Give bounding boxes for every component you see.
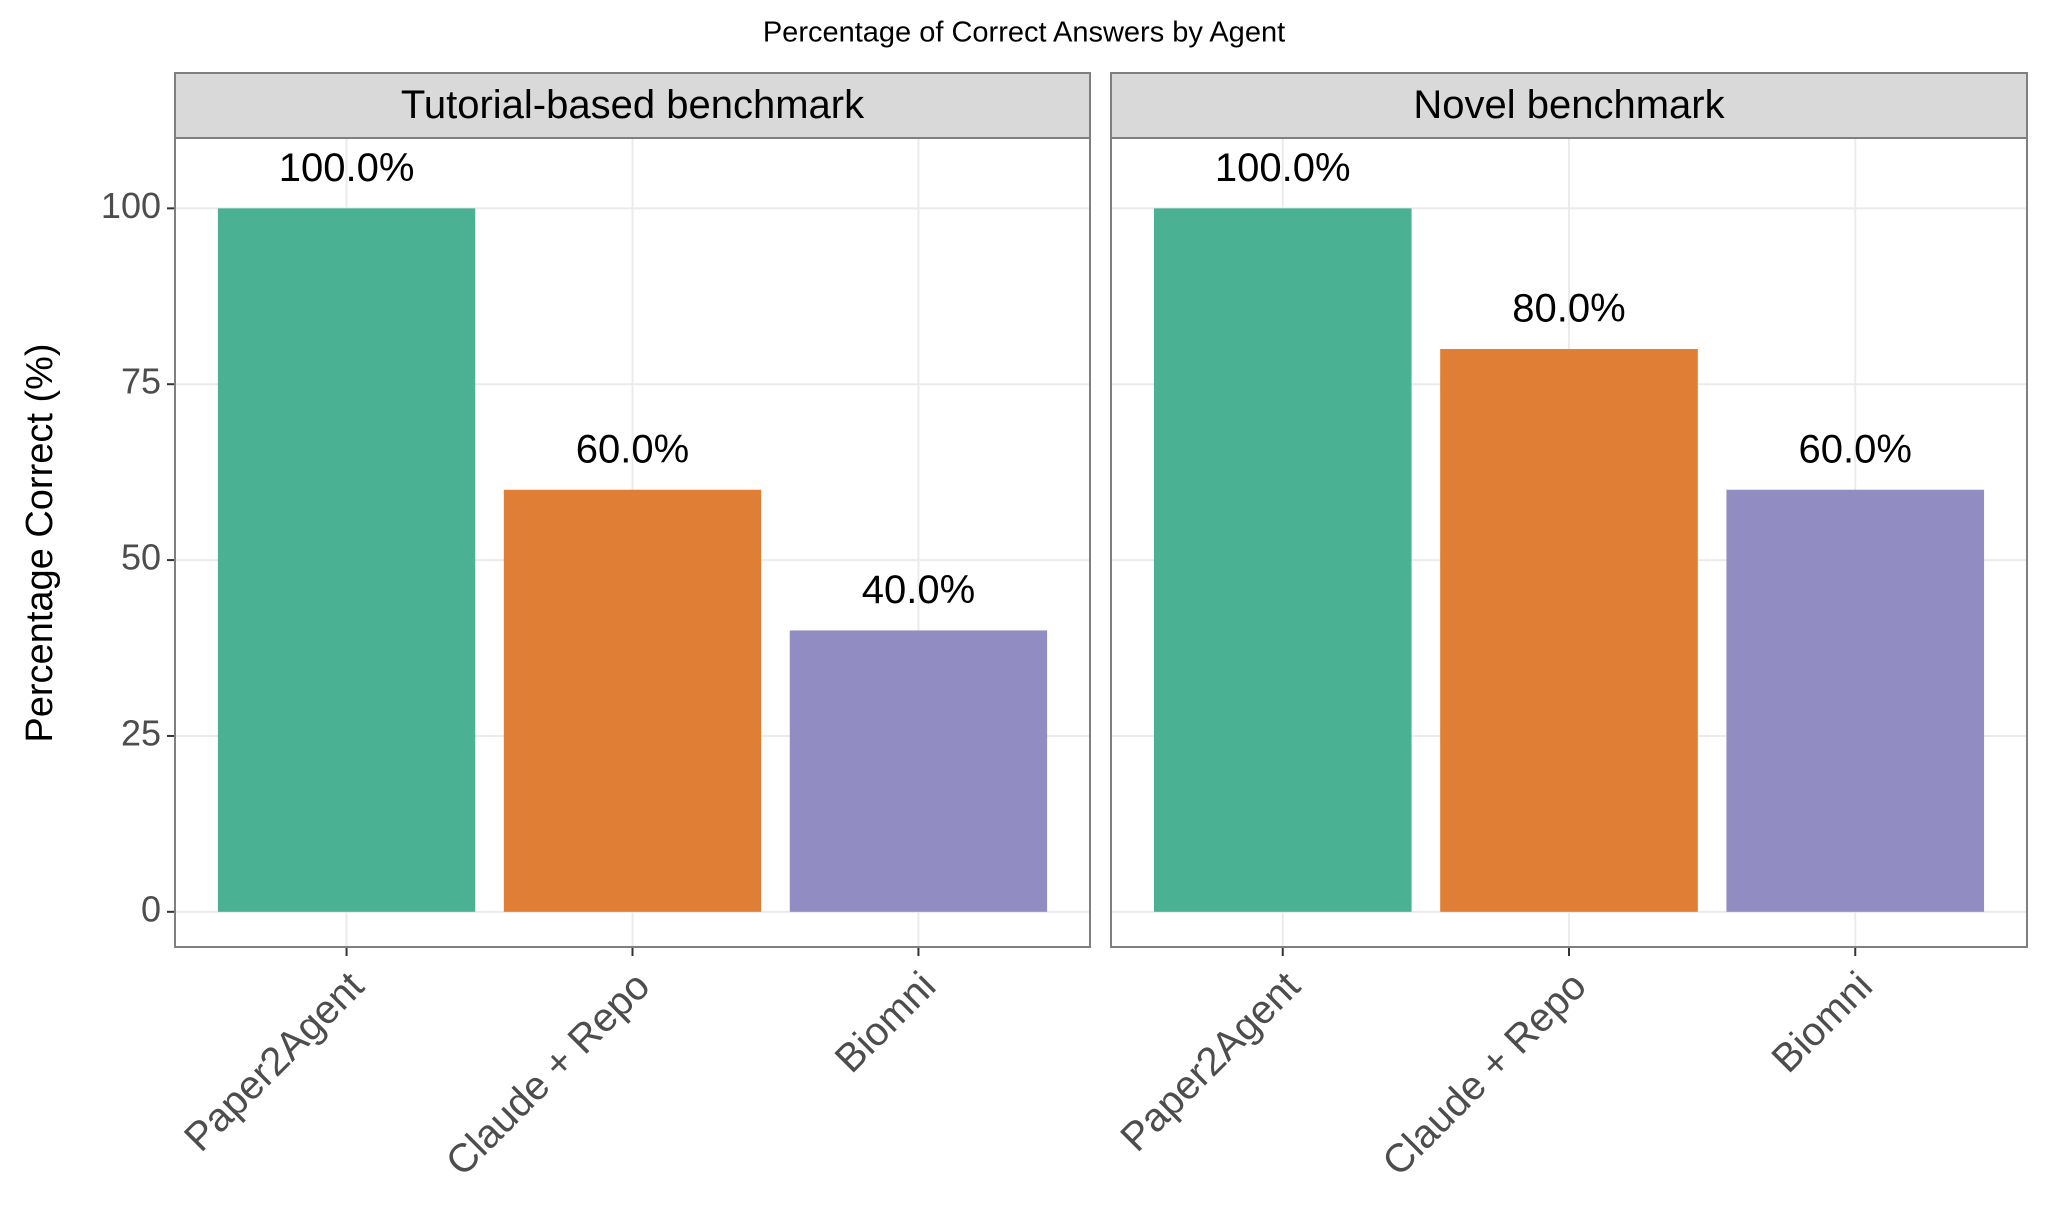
value-label: 40.0%: [862, 568, 975, 612]
panel-title: Tutorial-based benchmark: [401, 83, 865, 127]
y-tick-label: 0: [141, 888, 161, 929]
panel-title: Novel benchmark: [1413, 83, 1725, 127]
panel-border: [1110, 137, 2028, 948]
panel-border: [174, 137, 1091, 948]
bar: [1726, 489, 1985, 912]
value-label: 100.0%: [1215, 146, 1351, 190]
bar: [217, 208, 476, 912]
y-tick-label: 25: [121, 712, 161, 753]
y-axis-label: Percentage Correct (%): [19, 343, 61, 742]
y-tick-label: 100: [101, 185, 161, 226]
value-label: 100.0%: [279, 146, 415, 190]
x-tick-label: Biomni: [827, 964, 945, 1082]
x-tick-label: Claude + Repo: [438, 964, 659, 1185]
bar: [1153, 208, 1412, 912]
value-label: 80.0%: [1512, 287, 1625, 331]
x-tick-label: Claude + Repo: [1374, 964, 1595, 1185]
bar: [503, 489, 762, 912]
bar: [1440, 349, 1698, 912]
x-tick-label: Biomni: [1764, 964, 1882, 1082]
panel-strip: [1110, 72, 2028, 139]
y-tick-label: 50: [121, 537, 161, 578]
x-tick-label: Paper2Agent: [1112, 964, 1308, 1160]
bar: [789, 630, 1048, 912]
chart-title: Percentage of Correct Answers by Agent: [763, 17, 1285, 49]
value-label: 60.0%: [576, 427, 689, 471]
panel-strip: [174, 72, 1091, 139]
x-tick-label: Paper2Agent: [176, 964, 372, 1160]
value-label: 60.0%: [1799, 427, 1912, 471]
y-tick-label: 75: [121, 361, 161, 402]
